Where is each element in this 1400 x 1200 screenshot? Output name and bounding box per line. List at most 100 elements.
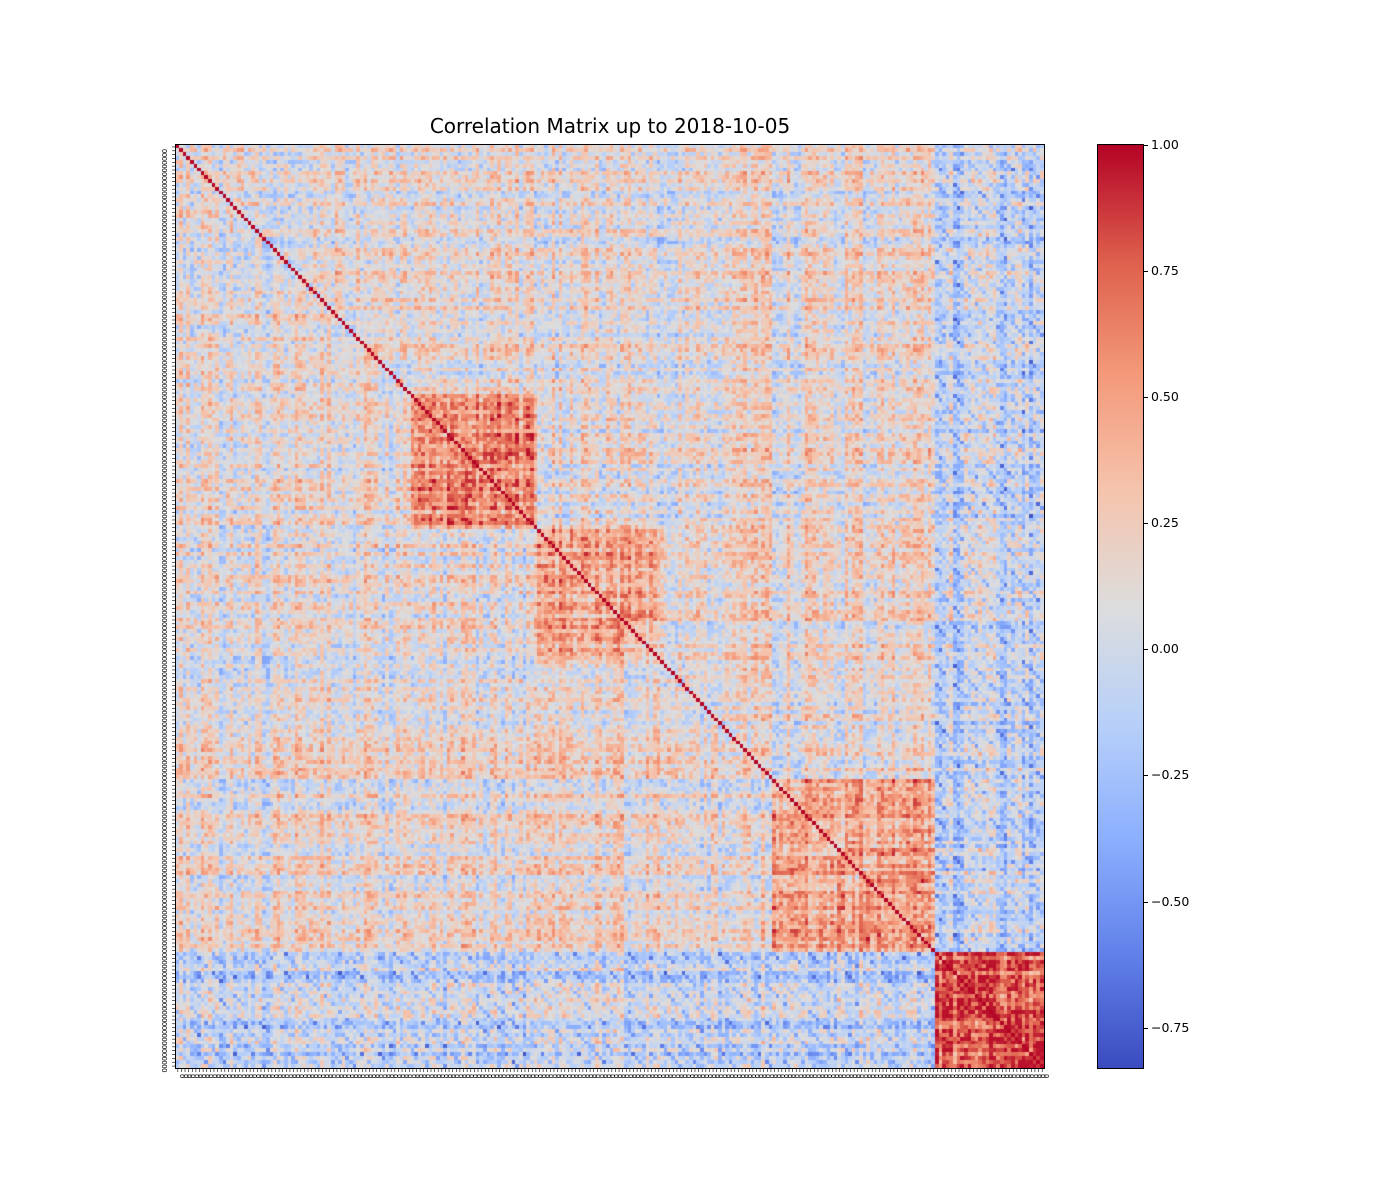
x-tick-label: 0: [359, 1074, 367, 1078]
y-tick-label: 0: [160, 803, 168, 807]
x-tick-label: 0: [905, 1074, 913, 1078]
x-tick-label: 0: [391, 1074, 399, 1078]
x-tick-label: 0: [388, 1074, 396, 1078]
y-tick-label: 0: [160, 887, 168, 891]
y-tick-label: 0: [160, 314, 168, 318]
x-tick-label: 0: [445, 1074, 453, 1078]
y-tick-label: 0: [160, 537, 168, 541]
x-tick-label: 0: [619, 1074, 627, 1078]
x-tick-label: 0: [858, 1074, 866, 1078]
y-tick-label: 0: [160, 564, 168, 568]
x-tick-label: 0: [684, 1074, 692, 1078]
x-tick-label: 0: [268, 1074, 276, 1078]
y-tick-label: 0: [160, 280, 168, 284]
x-tick-label: 0: [756, 1074, 764, 1078]
x-tick-label: 0: [666, 1074, 674, 1078]
x-tick-label: 0: [294, 1074, 302, 1078]
y-tick-label: 0: [160, 922, 168, 926]
x-tick-label: 0: [767, 1074, 775, 1078]
y-tick-label: 0: [160, 853, 168, 857]
y-tick-label: 0: [160, 695, 168, 699]
y-tick-label: 0: [160, 707, 168, 711]
y-tick-label: 0: [160, 580, 168, 584]
y-tick-label: 0: [160, 726, 168, 730]
y-tick-label: 0: [160, 591, 168, 595]
x-tick-label: 0: [464, 1074, 472, 1078]
x-tick-label: 0: [558, 1074, 566, 1078]
x-tick-label: 0: [272, 1074, 280, 1078]
y-tick-label: 0: [160, 622, 168, 626]
x-tick-label: 0: [623, 1074, 631, 1078]
x-tick-label: 0: [572, 1074, 580, 1078]
y-tick-label: 0: [160, 453, 168, 457]
x-tick-label: 0: [644, 1074, 652, 1078]
x-tick-label: 0: [254, 1074, 262, 1078]
colorbar-tick-label: −0.50: [1151, 894, 1190, 909]
x-tick-label: 0: [706, 1074, 714, 1078]
y-tick-label: 0: [160, 372, 168, 376]
y-tick-label: 0: [160, 180, 168, 184]
x-tick-label: 0: [778, 1074, 786, 1078]
y-tick-label: 0: [160, 195, 168, 199]
x-tick-label: 0: [424, 1074, 432, 1078]
y-tick-label: 0: [160, 557, 168, 561]
x-tick-label: 0: [315, 1074, 323, 1078]
y-tick-label: 0: [160, 664, 168, 668]
y-tick-label: 0: [160, 987, 168, 991]
x-tick-label: 0: [232, 1074, 240, 1078]
y-tick-label: 0: [160, 457, 168, 461]
x-tick-label: 0: [731, 1074, 739, 1078]
y-tick-label: 0: [160, 703, 168, 707]
x-tick-label: 0: [807, 1074, 815, 1078]
x-tick-label: 0: [854, 1074, 862, 1078]
x-tick-label: 0: [843, 1074, 851, 1078]
y-tick-label: 0: [160, 203, 168, 207]
x-tick-label: 0: [326, 1074, 334, 1078]
y-tick-label: 0: [160, 618, 168, 622]
y-tick-label: 0: [160, 464, 168, 468]
x-tick-label: 0: [977, 1074, 985, 1078]
y-tick-label: 0: [160, 291, 168, 295]
x-tick-label: 0: [890, 1074, 898, 1078]
y-tick-label: 0: [160, 783, 168, 787]
y-tick-label: 0: [160, 187, 168, 191]
x-tick-label: 0: [210, 1074, 218, 1078]
y-tick-label: 0: [160, 441, 168, 445]
x-tick-label: 0: [1031, 1074, 1039, 1078]
x-tick-label: 0: [532, 1074, 540, 1078]
y-tick-label: 0: [160, 864, 168, 868]
y-tick-label: 0: [160, 814, 168, 818]
y-tick-label: 0: [160, 495, 168, 499]
x-tick-label: 0: [829, 1074, 837, 1078]
x-tick-label: 0: [916, 1074, 924, 1078]
x-tick-label: 0: [641, 1074, 649, 1078]
y-tick-label: 0: [160, 491, 168, 495]
y-tick-label: 0: [160, 418, 168, 422]
y-tick-label: 0: [160, 660, 168, 664]
y-tick-label: 0: [160, 410, 168, 414]
x-tick-label: 0: [239, 1074, 247, 1078]
x-tick-label: 0: [847, 1074, 855, 1078]
y-tick-label: 0: [160, 476, 168, 480]
y-tick-label: 0: [160, 168, 168, 172]
y-tick-label: 0: [160, 549, 168, 553]
x-tick-label: 0: [796, 1074, 804, 1078]
y-tick-label: 0: [160, 857, 168, 861]
y-tick-label: 0: [160, 572, 168, 576]
chart-title: Correlation Matrix up to 2018-10-05: [429, 114, 791, 138]
x-tick-label: 0: [605, 1074, 613, 1078]
x-tick-label: 0: [601, 1074, 609, 1078]
y-tick-label: 0: [160, 626, 168, 630]
x-tick-label: 0: [970, 1074, 978, 1078]
y-tick-label: 0: [160, 310, 168, 314]
x-tick-label: 0: [417, 1074, 425, 1078]
y-tick-label: 0: [160, 791, 168, 795]
y-tick-label: 0: [160, 772, 168, 776]
y-tick-label: 0: [160, 880, 168, 884]
y-tick-label: 0: [160, 610, 168, 614]
y-tick-label: 0: [160, 999, 168, 1003]
y-tick-label: 0: [160, 176, 168, 180]
y-tick-label: 0: [160, 287, 168, 291]
x-tick-label: 0: [594, 1074, 602, 1078]
